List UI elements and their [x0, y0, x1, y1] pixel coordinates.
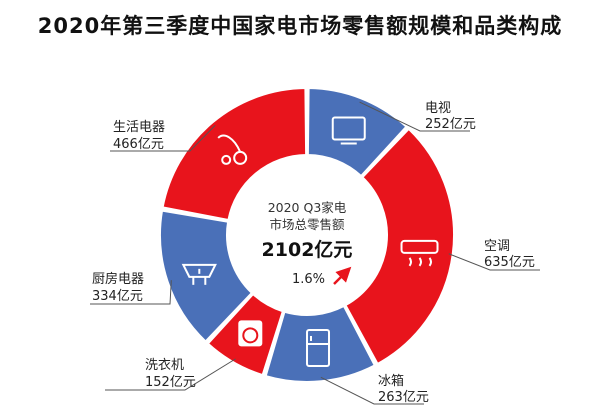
center-line2: 市场总零售额 [269, 217, 345, 232]
value-label-kitchen: 334亿元 [92, 289, 143, 304]
air-conditioner-icon [400, 239, 439, 267]
category-label-tv: 电视 [425, 101, 451, 116]
leader-line-living [110, 124, 216, 152]
vacuum-cleaner-icon [217, 134, 248, 165]
growth-rate: 1.6% [292, 272, 325, 287]
growth-arrow-icon [333, 266, 352, 285]
leader-line-ac [448, 253, 540, 271]
category-label-washer: 洗衣机 [145, 357, 184, 373]
tv-icon [331, 116, 366, 145]
value-label-ac: 635亿元 [484, 255, 535, 270]
chart-title: 2020年第三季度中国家电市场零售额规模和品类构成 [37, 14, 563, 38]
value-label-living: 466亿元 [113, 137, 164, 152]
center-line1: 2020 Q3家电 [268, 200, 347, 215]
leader-line-fridge [320, 376, 424, 405]
leader-line-kitchen [90, 280, 172, 305]
refrigerator-icon [306, 328, 331, 367]
center-total: 2102亿元 [262, 238, 353, 261]
value-label-tv: 252亿元 [425, 117, 476, 132]
washing-machine-icon [238, 320, 263, 347]
slice-living [161, 86, 308, 222]
value-label-fridge: 263亿元 [378, 390, 429, 405]
slice-tv [306, 86, 408, 178]
category-label-fridge: 冰箱 [378, 373, 404, 389]
leader-line-tv [359, 101, 470, 132]
slice-ac [344, 127, 455, 366]
category-label-living: 生活电器 [113, 120, 165, 135]
category-label-kitchen: 厨房电器 [92, 271, 144, 287]
range-hood-icon [181, 263, 217, 285]
leader-line-washer [105, 358, 236, 391]
category-label-ac: 空调 [484, 239, 510, 254]
value-label-washer: 152亿元 [145, 375, 196, 390]
